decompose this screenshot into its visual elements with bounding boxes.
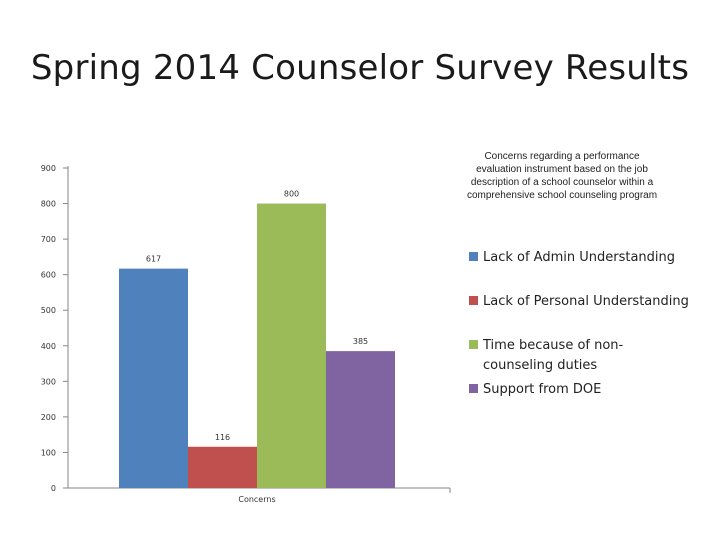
- legend-swatch-time: [469, 340, 478, 349]
- x-category-label: Concerns: [238, 495, 275, 504]
- chart-title: Concerns regarding a performance evaluat…: [466, 151, 658, 201]
- data-label-1: 617: [146, 255, 161, 264]
- y-tick-label: 500: [41, 306, 56, 315]
- y-tick-label: 900: [41, 164, 56, 173]
- bar-4: [326, 351, 395, 488]
- bar-3: [257, 203, 326, 489]
- bar-1: [119, 268, 188, 488]
- y-tick-label: 400: [41, 342, 56, 351]
- legend-label-admin: Lack of Admin Understanding: [483, 250, 676, 265]
- y-tick-label: 800: [41, 200, 56, 209]
- y-tick-label: 200: [41, 413, 56, 422]
- y-tick-label: 300: [41, 377, 56, 386]
- legend-label-personal: Lack of Personal Understanding: [483, 294, 689, 309]
- data-label-3: 800: [284, 190, 299, 199]
- legend-label-time: Time because of non-counseling duties: [483, 338, 624, 373]
- data-label-2: 116: [215, 433, 230, 442]
- bar-2: [188, 446, 257, 488]
- legend-swatch-doe: [469, 384, 478, 393]
- data-label-4: 385: [353, 337, 368, 346]
- legend-label-doe: Support from DOE: [483, 382, 602, 397]
- y-tick-label: 600: [41, 271, 56, 280]
- y-tick-label: 100: [41, 448, 56, 457]
- slide-title: Spring 2014 Counselor Survey Results: [30, 48, 690, 88]
- y-tick-label: 700: [41, 235, 56, 244]
- y-tick-label: 0: [51, 484, 56, 493]
- legend-swatch-personal: [469, 296, 478, 305]
- legend-swatch-admin: [469, 252, 478, 261]
